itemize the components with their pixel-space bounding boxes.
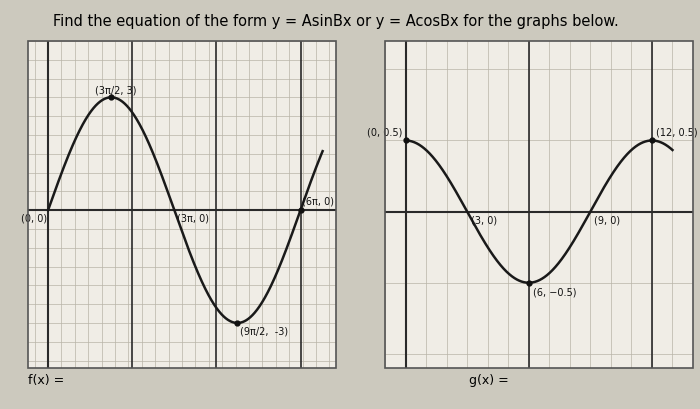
Text: (9π/2,  -3): (9π/2, -3) [240, 327, 288, 337]
Text: (6, −0.5): (6, −0.5) [533, 287, 576, 297]
Text: (12, 0.5): (12, 0.5) [656, 128, 698, 138]
Text: (3π/2, 3): (3π/2, 3) [95, 85, 136, 95]
Text: (3, 0): (3, 0) [471, 216, 498, 226]
Text: (3π, 0): (3π, 0) [177, 214, 209, 224]
Text: (0, 0.5): (0, 0.5) [367, 128, 402, 138]
Text: (0, 0): (0, 0) [20, 214, 47, 224]
Text: g(x) =: g(x) = [469, 374, 509, 387]
Text: f(x) =: f(x) = [28, 374, 64, 387]
Text: (9, 0): (9, 0) [594, 216, 621, 226]
Text: (6π, 0): (6π, 0) [302, 196, 334, 207]
Text: Find the equation of the form y = AsinBx or y = AcosBx for the graphs below.: Find the equation of the form y = AsinBx… [53, 14, 619, 29]
